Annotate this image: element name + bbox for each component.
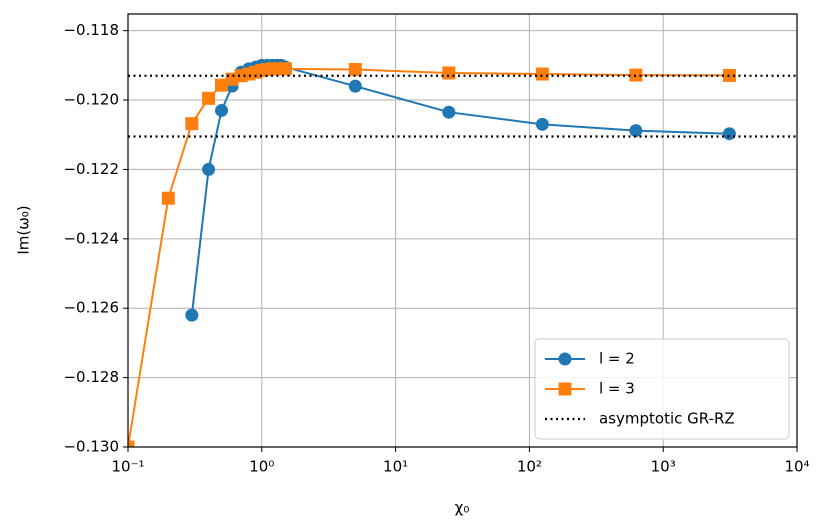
legend-label: l = 3 xyxy=(599,380,635,398)
marker xyxy=(629,124,643,138)
x-tick-label: 10⁴ xyxy=(784,458,809,476)
x-tick-label: 10⁻¹ xyxy=(111,458,144,476)
y-tick-label: −0.128 xyxy=(63,368,119,386)
legend: l = 2 l = 3 asymptotic GR-RZ xyxy=(534,338,790,440)
y-axis-label: Im(ω₀) xyxy=(15,205,33,254)
marker xyxy=(202,91,216,105)
x-tick-label: 10³ xyxy=(651,458,676,476)
legend-box xyxy=(534,338,790,440)
x-axis-label: χ₀ xyxy=(455,499,470,517)
marker xyxy=(348,79,362,93)
marker xyxy=(215,103,229,117)
y-tick-label: −0.126 xyxy=(63,299,119,317)
y-tick-label: −0.118 xyxy=(63,21,119,39)
marker xyxy=(535,67,549,81)
marker xyxy=(442,105,456,119)
marker xyxy=(215,78,229,92)
legend-label: l = 2 xyxy=(599,350,635,368)
y-tick-label: −0.124 xyxy=(63,229,119,247)
legend-label: asymptotic GR-RZ xyxy=(599,410,735,428)
y-tick-label: −0.120 xyxy=(63,91,119,109)
y-tick-label: −0.122 xyxy=(63,160,119,178)
y-tick-label: −0.130 xyxy=(63,438,119,456)
marker xyxy=(185,117,199,131)
x-tick-label: 10¹ xyxy=(383,458,408,476)
marker xyxy=(185,308,199,322)
marker xyxy=(161,191,175,205)
marker xyxy=(278,62,292,76)
marker xyxy=(128,440,135,447)
plot-area xyxy=(128,58,797,447)
marker xyxy=(202,162,216,176)
marker xyxy=(535,117,549,131)
axes-frame xyxy=(127,13,798,448)
x-tick-label: 10⁰ xyxy=(249,458,274,476)
series-line xyxy=(190,64,730,316)
x-tick-label: 10² xyxy=(517,458,542,476)
marker xyxy=(558,382,572,396)
marker xyxy=(442,66,456,80)
marker xyxy=(722,127,736,141)
marker xyxy=(348,63,362,77)
marker xyxy=(558,352,572,366)
